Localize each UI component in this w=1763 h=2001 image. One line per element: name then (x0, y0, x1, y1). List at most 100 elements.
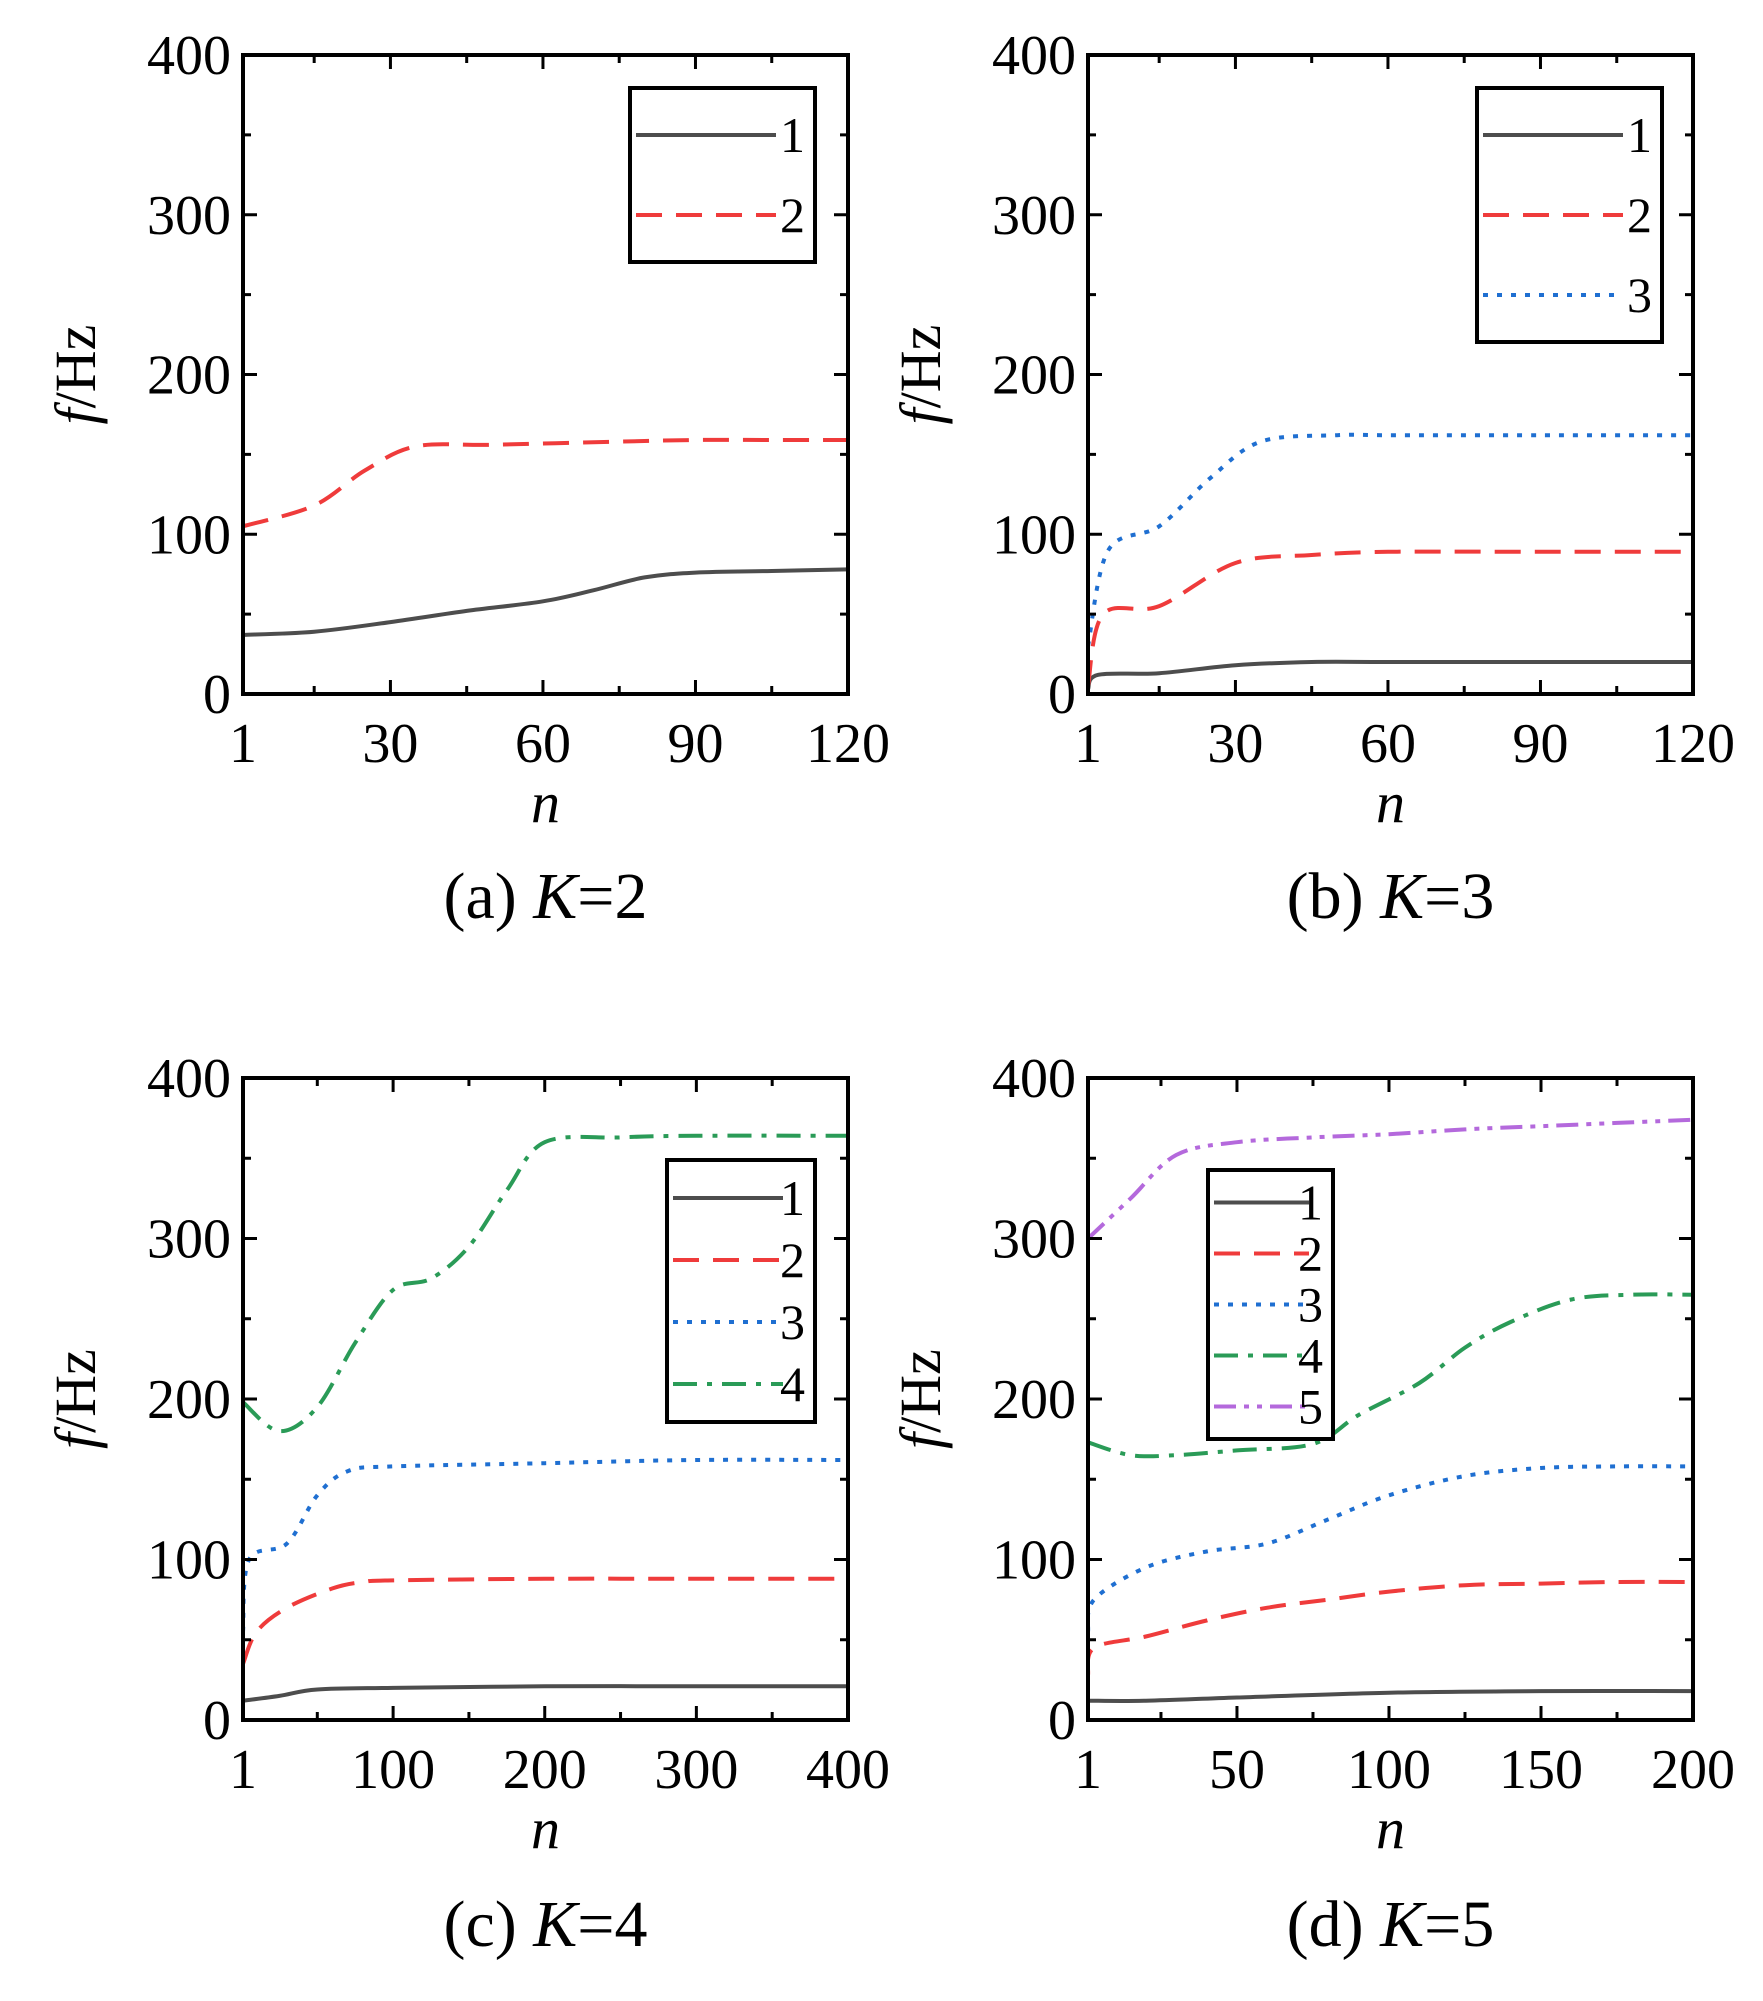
panel-caption: (a) K=2 (443, 860, 647, 933)
series-line-5 (1088, 1117, 1693, 1240)
legend: 12 (628, 86, 817, 264)
y-tick-label: 0 (203, 664, 231, 726)
panel-caption: (d) K=5 (1287, 1888, 1495, 1961)
legend: 1 2 3 4 (665, 1158, 817, 1424)
legend-label-4: 4 (780, 1356, 805, 1412)
legend: 1 2 3 (1475, 86, 1664, 344)
panel-b: 1 30 60 90 120 0 100 200 300 400 f/Hz n (b) K=3 1 2 3 (888, 25, 1735, 933)
series-line-2 (1088, 549, 1693, 687)
panel-caption: (c) K=4 (443, 1888, 647, 1961)
y-tick-label: 400 (992, 1048, 1076, 1110)
legend-label-1: 1 (1627, 107, 1652, 163)
y-tick-label: 300 (992, 1209, 1076, 1271)
y-tick-label: 200 (147, 345, 231, 407)
legend-label-4: 4 (1298, 1328, 1323, 1384)
x-tick-label: 50 (1209, 1739, 1265, 1801)
y-tick-label: 200 (147, 1369, 231, 1431)
x-tick-label: 30 (1207, 713, 1263, 775)
x-tick-label: 1 (1074, 1739, 1102, 1801)
y-tick-label: 300 (147, 1209, 231, 1271)
y-tick-label: 400 (147, 25, 231, 87)
series-line-1 (1088, 659, 1693, 691)
caption-prefix: (c) (443, 1888, 533, 1961)
caption-prefix: (b) (1287, 860, 1380, 933)
x-axis-title: n (531, 770, 560, 835)
panel-c: 1 100 200 300 400 0 100 200 300 400 f/Hz n (c) K=4 1 2… (43, 1048, 890, 1961)
y-tick-label: 200 (992, 345, 1076, 407)
series-line-2 (243, 437, 848, 529)
legend-label-3: 3 (1298, 1277, 1323, 1333)
series-group (243, 1133, 848, 1703)
x-tick-label: 120 (806, 713, 890, 775)
y-axis-title: f/Hz (43, 325, 108, 425)
caption-variable: K (532, 1888, 580, 1961)
caption-prefix: (a) (443, 860, 533, 933)
x-tick-label: 60 (515, 713, 571, 775)
x-tick-label: 60 (1360, 713, 1416, 775)
series-group (243, 437, 848, 637)
x-axis-title: n (1376, 1796, 1405, 1861)
legend-label-2: 2 (780, 1232, 805, 1288)
y-tick-label: 0 (1048, 664, 1076, 726)
x-tick-label: 400 (806, 1739, 890, 1801)
legend-label-2: 2 (780, 187, 805, 243)
caption-variable: K (1379, 860, 1427, 933)
y-tick-label: 100 (147, 1530, 231, 1592)
x-tick-label: 100 (351, 1739, 435, 1801)
y-axis-title-unit: /Hz (43, 1349, 108, 1433)
x-tick-label: 1 (229, 1739, 257, 1801)
x-tick-label: 300 (654, 1739, 738, 1801)
legend-label-3: 3 (780, 1294, 805, 1350)
y-tick-label: 200 (992, 1369, 1076, 1431)
x-tick-label: 1 (229, 713, 257, 775)
x-axis-title: n (531, 1796, 560, 1861)
series-line-1 (243, 567, 848, 637)
series-line-4 (1088, 1292, 1693, 1459)
legend-box (665, 1158, 817, 1424)
series-line-2 (243, 1576, 848, 1665)
x-tick-label: 150 (1499, 1739, 1583, 1801)
caption-suffix: =3 (1424, 860, 1494, 933)
y-tick-label: 300 (147, 185, 231, 247)
x-tick-label: 100 (1347, 1739, 1431, 1801)
y-axis-title-unit: /Hz (43, 325, 108, 409)
y-axis-title: f/Hz (888, 1349, 953, 1449)
legend-label-1: 1 (1298, 1175, 1323, 1231)
legend-label-3: 3 (1627, 267, 1652, 323)
caption-suffix: =5 (1424, 1888, 1494, 1961)
legend-label-2: 2 (1627, 187, 1652, 243)
y-axis-title-unit: /Hz (888, 325, 953, 409)
y-axis-title: f/Hz (888, 325, 953, 425)
x-tick-label: 120 (1651, 713, 1735, 775)
series-line-2 (1088, 1579, 1693, 1676)
caption-variable: K (1379, 1888, 1427, 1961)
legend-label-1: 1 (780, 1170, 805, 1226)
x-tick-label: 200 (1651, 1739, 1735, 1801)
y-tick-label: 300 (992, 185, 1076, 247)
y-tick-label: 100 (992, 1530, 1076, 1592)
legend-label-1: 1 (780, 107, 805, 163)
x-tick-label: 1 (1074, 713, 1102, 775)
x-tick-label: 90 (667, 713, 723, 775)
series-line-1 (243, 1684, 848, 1703)
y-axis-title: f/Hz (43, 1349, 108, 1449)
x-tick-label: 90 (1512, 713, 1568, 775)
legend-box (628, 86, 817, 264)
y-tick-label: 400 (992, 25, 1076, 87)
series-line-1 (1088, 1688, 1693, 1703)
panel-caption: (b) K=3 (1287, 860, 1495, 933)
legend-label-5: 5 (1298, 1379, 1323, 1435)
y-axis-title-unit: /Hz (888, 1349, 953, 1433)
y-tick-label: 100 (992, 504, 1076, 566)
x-tick-label: 30 (362, 713, 418, 775)
x-tick-label: 200 (503, 1739, 587, 1801)
caption-suffix: =2 (577, 860, 647, 933)
series-line-3 (1088, 1464, 1693, 1633)
series-group (1088, 432, 1693, 691)
series-line-3 (1088, 432, 1693, 647)
series-group (1088, 1117, 1693, 1703)
